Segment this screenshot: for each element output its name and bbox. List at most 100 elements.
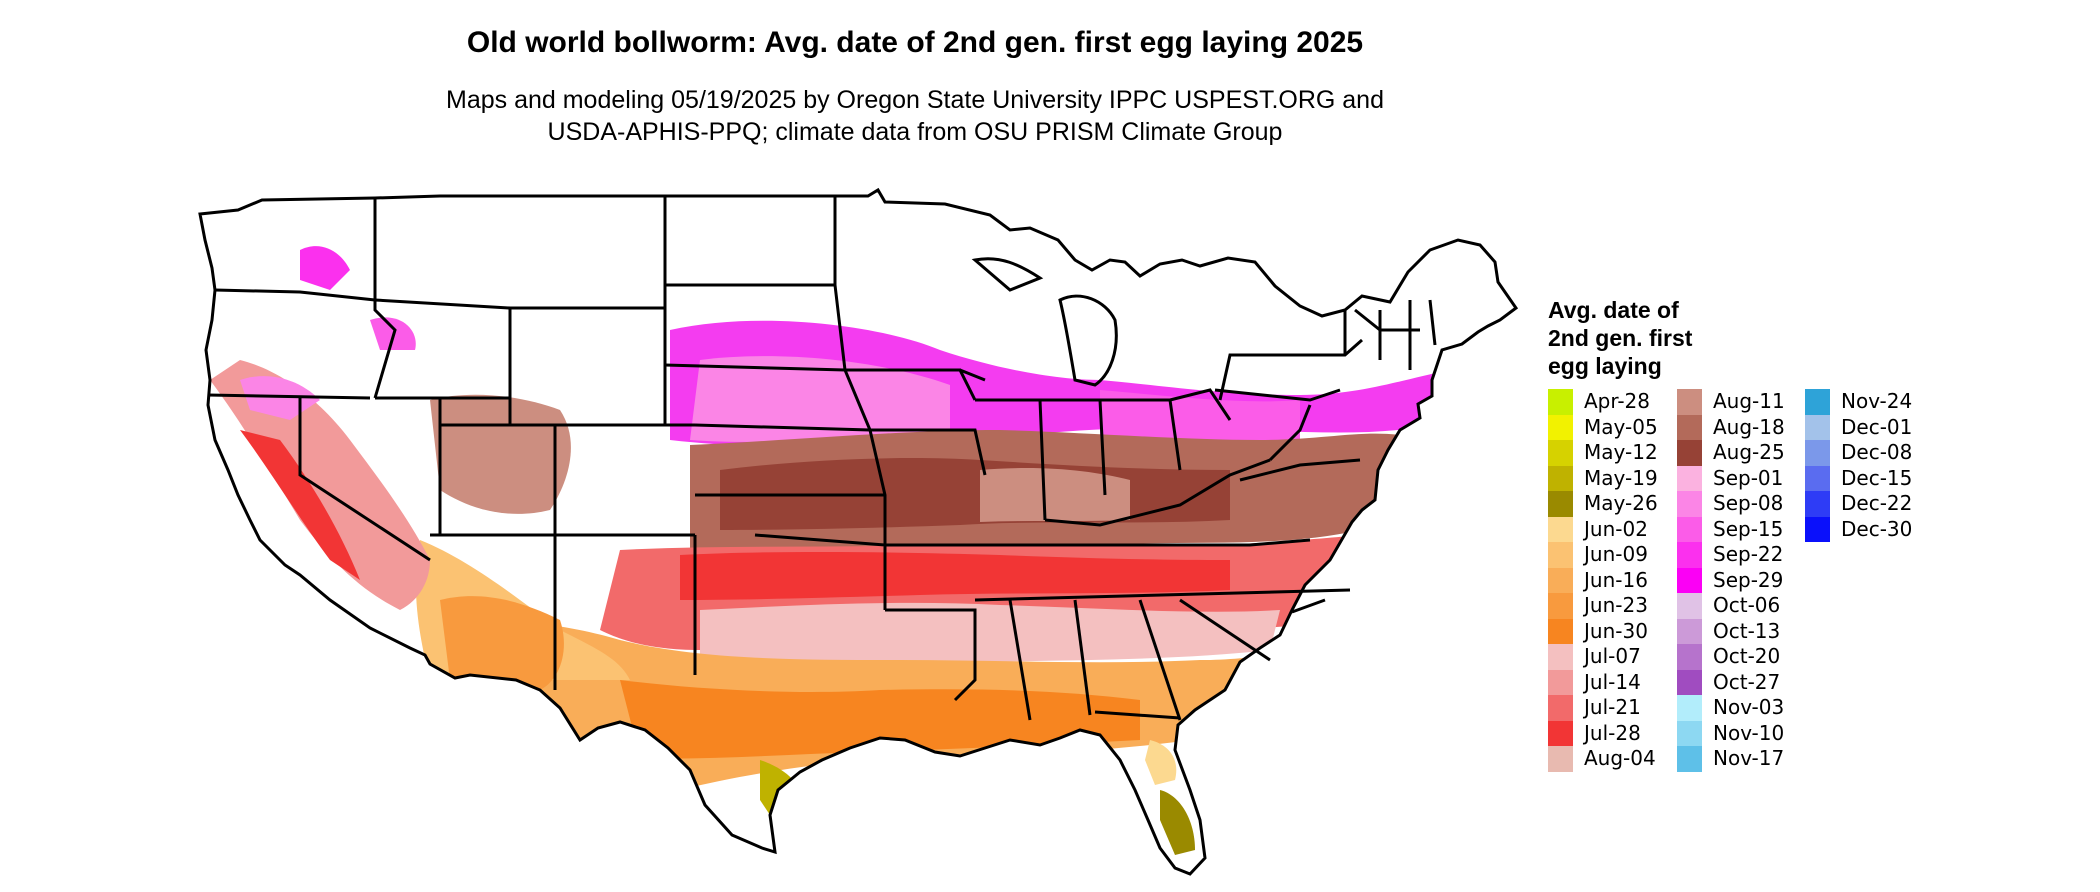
legend-item: Nov-24	[1805, 389, 1912, 415]
legend-label: Sep-29	[1713, 567, 1784, 592]
legend-swatch	[1548, 720, 1573, 746]
legend-swatch	[1805, 465, 1830, 491]
legend-label: May-26	[1584, 491, 1658, 516]
legend-label: Nov-10	[1713, 720, 1785, 745]
legend-item: Oct-27	[1677, 669, 1785, 695]
legend-column-3: Nov-24 Dec-01 Dec-08 Dec-15 Dec-22 Dec-30	[1805, 389, 1912, 542]
legend-label: Oct-13	[1713, 618, 1781, 643]
legend-label: Oct-20	[1713, 644, 1781, 669]
legend-item: Jun-02	[1548, 516, 1658, 542]
legend-item: Jun-09	[1548, 542, 1658, 568]
legend-swatch	[1548, 593, 1573, 619]
legend-label: Aug-11	[1713, 389, 1785, 414]
legend-label: May-05	[1584, 414, 1658, 439]
legend-title: Avg. date of 2nd gen. first egg laying	[1548, 296, 1692, 380]
legend-item: Jun-16	[1548, 567, 1658, 593]
legend-item: Nov-17	[1677, 746, 1785, 772]
legend-item: Nov-10	[1677, 720, 1785, 746]
legend-swatch	[1548, 618, 1573, 644]
legend-column-2: Aug-11 Aug-18 Aug-25 Sep-01 Sep-08 Sep-15 Sep-…	[1677, 389, 1785, 772]
subtitle-line-2: USDA-APHIS-PPQ; climate data from OSU PR…	[547, 118, 1283, 146]
legend-swatch	[1805, 440, 1830, 466]
legend-label: Aug-18	[1713, 414, 1785, 439]
legend-swatch	[1677, 414, 1702, 440]
legend-item: Dec-22	[1805, 491, 1912, 517]
legend-swatch	[1548, 746, 1573, 772]
legend-column-1: Apr-28 May-05 May-12 May-19 May-26 Jun-02 Jun-…	[1548, 389, 1658, 772]
legend-swatch	[1805, 491, 1830, 517]
legend-swatch	[1677, 746, 1702, 772]
legend-swatch	[1548, 644, 1573, 670]
map-subtitle: Maps and modeling 05/19/2025 by Oregon S…	[0, 84, 1830, 148]
us-map	[198, 187, 1519, 876]
legend-label: May-19	[1584, 465, 1658, 490]
legend-swatch	[1548, 465, 1573, 491]
legend-label: Jul-21	[1584, 695, 1641, 720]
legend-item: Jul-21	[1548, 695, 1658, 721]
legend-label: Jun-09	[1584, 542, 1648, 567]
legend-item: Sep-01	[1677, 465, 1785, 491]
legend-item: Dec-01	[1805, 414, 1912, 440]
legend-item: Nov-03	[1677, 695, 1785, 721]
legend-swatch	[1548, 440, 1573, 466]
legend-swatch	[1677, 465, 1702, 491]
legend-swatch	[1677, 720, 1702, 746]
legend-title-line-2: 2nd gen. first	[1548, 325, 1693, 351]
legend-label: Jul-07	[1584, 644, 1641, 669]
legend-item: Dec-08	[1805, 440, 1912, 466]
legend-label: Sep-22	[1713, 542, 1784, 567]
legend-item: May-05	[1548, 414, 1658, 440]
legend-item: Sep-22	[1677, 542, 1785, 568]
legend-label: Jun-16	[1584, 567, 1648, 592]
legend-swatch	[1677, 695, 1702, 721]
legend-swatch	[1548, 542, 1573, 568]
legend-swatch	[1548, 491, 1573, 517]
legend-item: Aug-25	[1677, 440, 1785, 466]
legend-swatch	[1677, 644, 1702, 670]
legend-item: Apr-28	[1548, 389, 1658, 415]
legend-item: May-12	[1548, 440, 1658, 466]
legend-label: May-12	[1584, 440, 1658, 465]
legend-swatch	[1677, 669, 1702, 695]
map-title: Old world bollworm: Avg. date of 2nd gen…	[466, 26, 1364, 59]
legend-label: Sep-01	[1713, 465, 1784, 490]
legend-swatch	[1677, 491, 1702, 517]
legend-item: Aug-11	[1677, 389, 1785, 415]
legend-label: Jul-28	[1584, 720, 1641, 745]
legend-label: Jun-30	[1584, 618, 1648, 643]
legend-title-line-3: egg laying	[1548, 353, 1662, 379]
subtitle-line-1: Maps and modeling 05/19/2025 by Oregon S…	[446, 86, 1384, 114]
legend-label: Jun-23	[1584, 593, 1648, 618]
legend-label: Oct-27	[1713, 669, 1781, 694]
legend-label: Sep-08	[1713, 491, 1784, 516]
legend-label: Nov-03	[1713, 695, 1785, 720]
legend-item: Jul-14	[1548, 669, 1658, 695]
legend-swatch	[1548, 414, 1573, 440]
legend-item: Oct-13	[1677, 618, 1785, 644]
legend-swatch	[1548, 695, 1573, 721]
legend-swatch	[1805, 389, 1830, 415]
legend-swatch	[1548, 567, 1573, 593]
legend-label: Aug-04	[1584, 746, 1656, 771]
legend-label: Aug-25	[1713, 440, 1785, 465]
legend-item: Sep-29	[1677, 567, 1785, 593]
legend-label: Dec-15	[1841, 465, 1913, 490]
legend-item: Aug-04	[1548, 746, 1658, 772]
legend-label: Nov-24	[1841, 389, 1913, 414]
legend-item: Dec-30	[1805, 516, 1913, 542]
legend-item: Oct-20	[1677, 644, 1785, 670]
legend-label: Dec-30	[1841, 516, 1913, 541]
state-borders	[198, 187, 1519, 876]
legend-item: Sep-15	[1677, 516, 1785, 542]
legend-item: May-19	[1548, 465, 1658, 491]
legend-item: Jun-30	[1548, 618, 1658, 644]
legend-label: Jun-02	[1584, 516, 1648, 541]
legend-label: Sep-15	[1713, 516, 1784, 541]
legend-swatch	[1677, 618, 1702, 644]
legend-swatch	[1677, 389, 1702, 415]
legend-swatch	[1548, 669, 1573, 695]
legend-label: Apr-28	[1584, 389, 1650, 414]
legend-item: Dec-15	[1805, 465, 1913, 491]
legend-swatch	[1677, 567, 1702, 593]
legend-swatch	[1677, 593, 1702, 619]
